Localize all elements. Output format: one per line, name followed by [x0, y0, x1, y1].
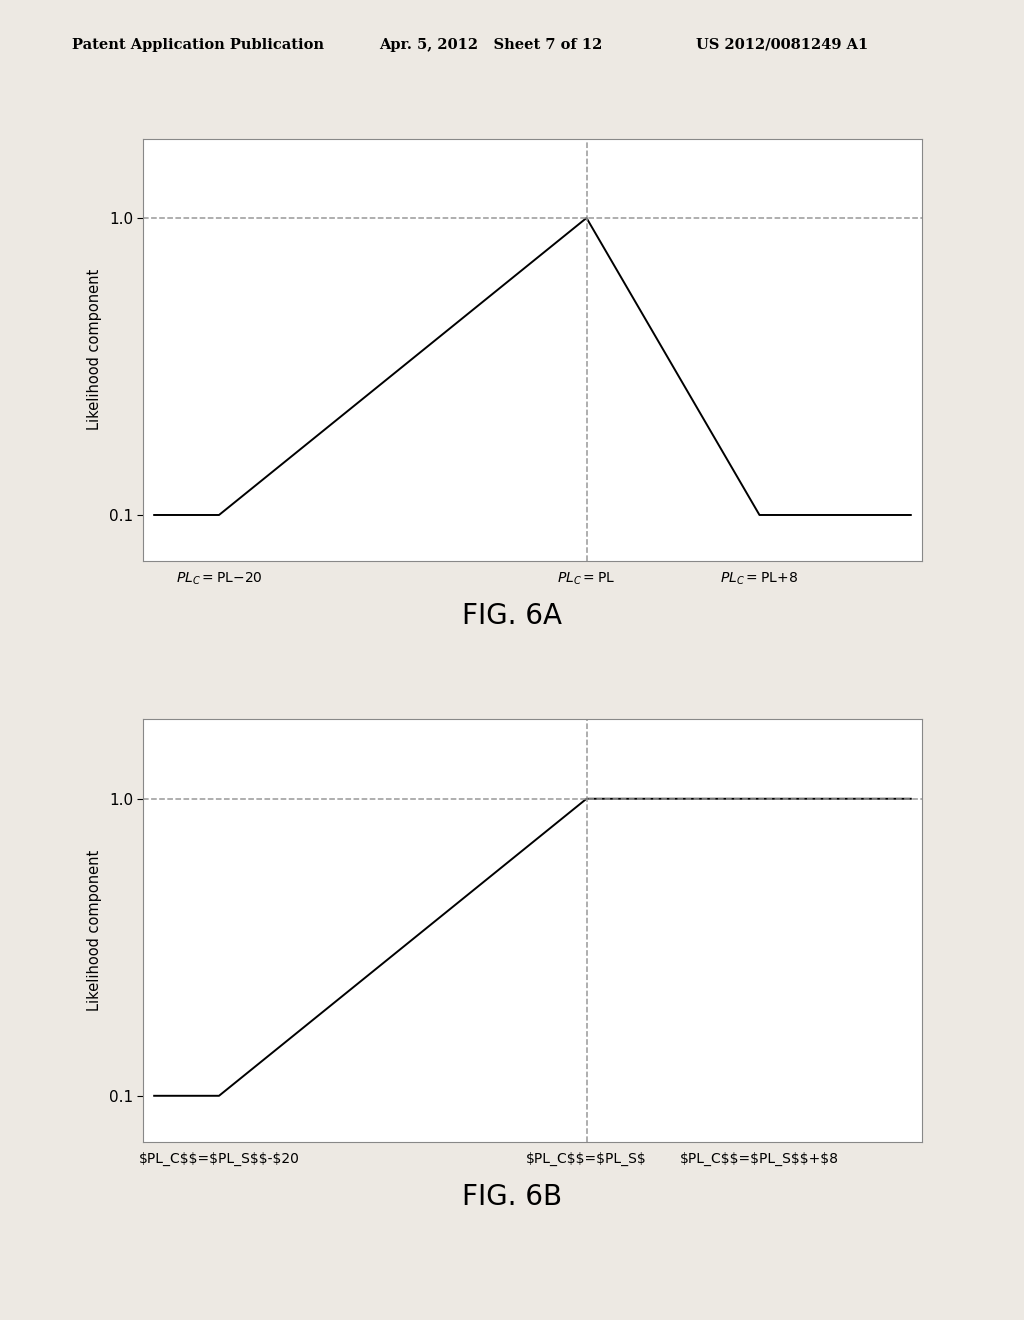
Text: Apr. 5, 2012   Sheet 7 of 12: Apr. 5, 2012 Sheet 7 of 12 — [379, 38, 602, 51]
Y-axis label: Likelihood component: Likelihood component — [87, 269, 101, 430]
Text: US 2012/0081249 A1: US 2012/0081249 A1 — [696, 38, 868, 51]
Text: FIG. 6B: FIG. 6B — [462, 1183, 562, 1212]
Text: Patent Application Publication: Patent Application Publication — [72, 38, 324, 51]
Text: FIG. 6A: FIG. 6A — [462, 602, 562, 631]
Y-axis label: Likelihood component: Likelihood component — [87, 850, 101, 1011]
